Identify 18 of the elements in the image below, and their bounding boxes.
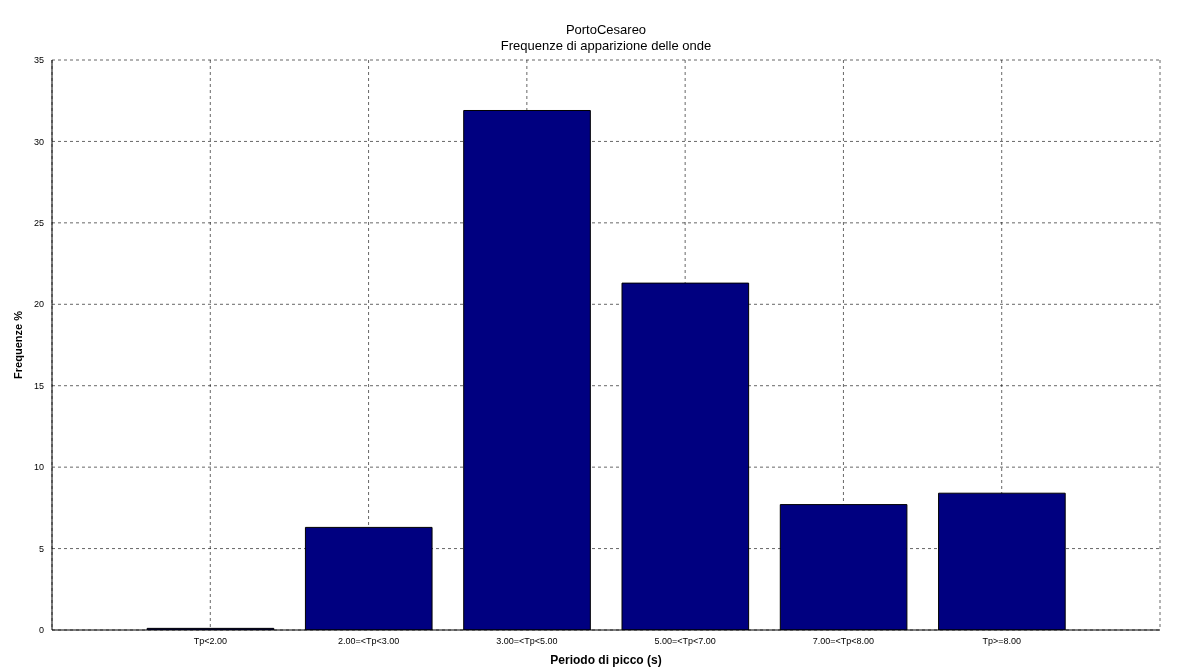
x-tick-label: Tp<2.00 [193, 636, 227, 647]
chart-subtitle: Frequenze di apparizione delle onde [499, 38, 713, 53]
x-tick-label: 2.00=<Tp<3.00 [337, 636, 400, 647]
y-tick-label: 5 [38, 543, 44, 554]
y-tick-label: 25 [33, 218, 44, 229]
x-axis-title: Periodo di picco (s) [550, 653, 662, 667]
y-axis-title: Frequenze % [11, 310, 24, 379]
x-tick-label: Tp>=8.00 [982, 636, 1021, 647]
y-tick-label: 35 [33, 55, 44, 66]
y-tick-label: 15 [33, 380, 44, 391]
y-tick-label: 30 [33, 136, 44, 147]
x-tick-label: 5.00=<Tp<7.00 [654, 636, 716, 647]
x-tick-label: 7.00=<Tp<8.00 [812, 636, 875, 647]
x-tick-label: 3.00=<Tp<5.00 [496, 636, 558, 647]
y-tick-label: 20 [33, 299, 44, 310]
chart-title: PortoCesareo [564, 22, 648, 37]
y-tick-label: 0 [38, 625, 44, 636]
y-tick-label: 10 [33, 462, 44, 473]
